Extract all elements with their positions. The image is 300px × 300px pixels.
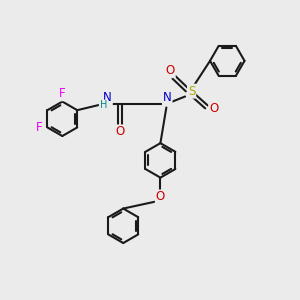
Text: H: H (100, 100, 107, 110)
Text: O: O (166, 64, 175, 77)
Text: O: O (209, 102, 218, 115)
Text: F: F (59, 87, 66, 100)
Text: F: F (36, 121, 42, 134)
Text: S: S (188, 85, 195, 98)
Text: N: N (103, 92, 112, 104)
Text: N: N (163, 92, 172, 104)
Text: O: O (116, 125, 125, 138)
Text: O: O (156, 190, 165, 203)
